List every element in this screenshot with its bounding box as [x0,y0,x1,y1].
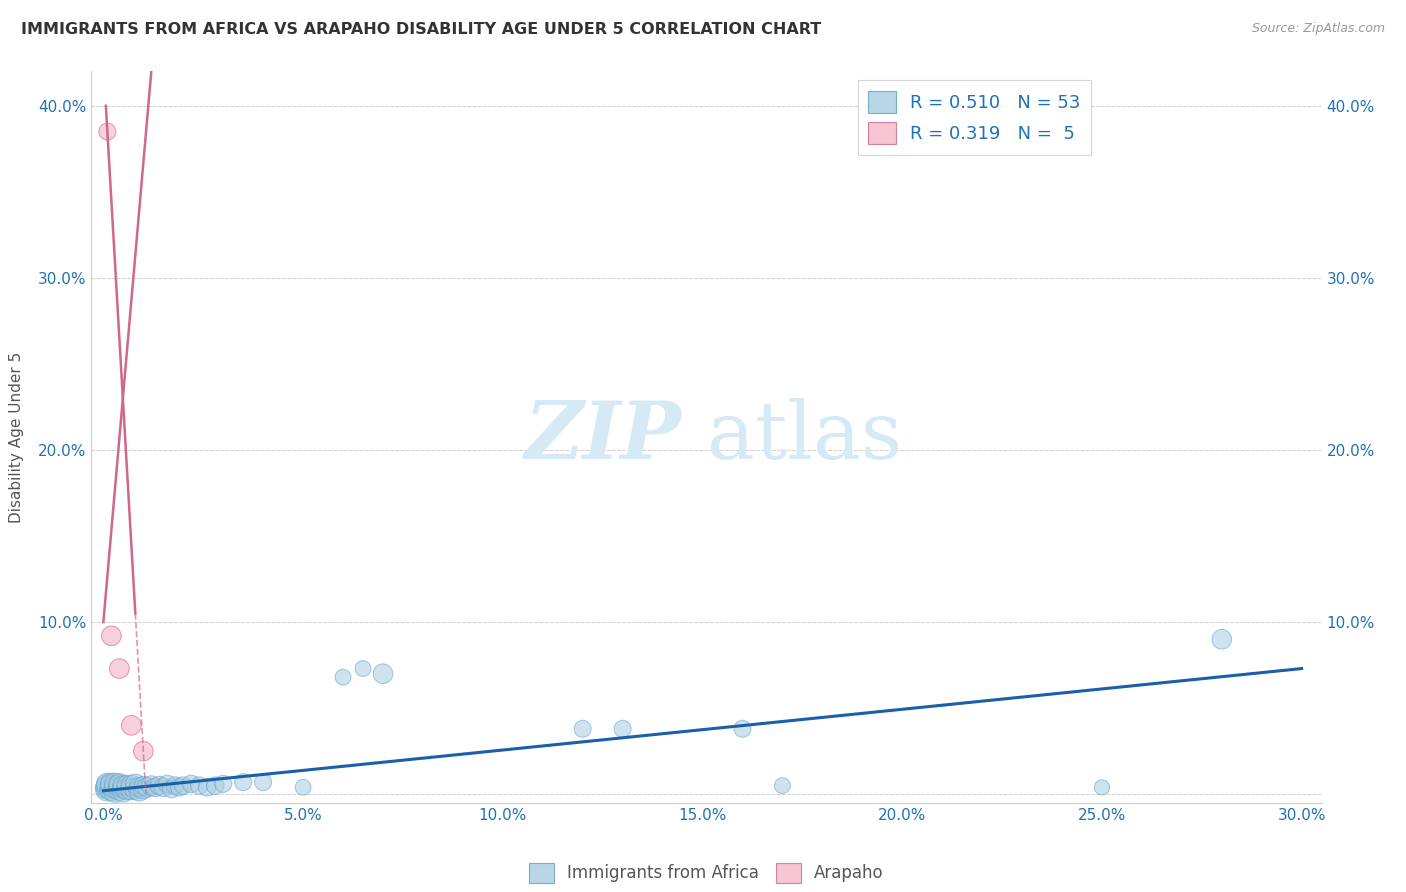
Y-axis label: Disability Age Under 5: Disability Age Under 5 [10,351,24,523]
Point [1211,632,1233,647]
Point [731,722,754,736]
Point [172,779,194,793]
Point [132,782,155,797]
Point [108,779,131,793]
Point [124,782,146,797]
Point [120,782,142,797]
Point [117,782,139,797]
Point [108,777,131,791]
Point [104,783,127,797]
Point [96,125,118,139]
Point [152,780,174,795]
Point [252,775,274,789]
Point [96,779,118,793]
Point [332,670,354,684]
Point [132,779,155,793]
Point [112,780,135,795]
Point [141,779,163,793]
Point [132,744,155,758]
Point [104,780,127,795]
Point [100,629,122,643]
Point [120,779,142,793]
Point [148,779,170,793]
Point [108,782,131,797]
Point [770,779,793,793]
Text: atlas: atlas [706,398,901,476]
Point [104,777,127,791]
Point [292,780,315,795]
Point [128,783,150,797]
Point [232,775,254,789]
Point [124,777,146,791]
Point [188,779,211,793]
Point [96,780,118,795]
Point [128,780,150,795]
Point [204,779,226,793]
Point [143,780,166,795]
Point [160,782,183,797]
Point [100,777,122,791]
Point [1091,780,1114,795]
Point [612,722,634,736]
Text: ZIP: ZIP [524,399,682,475]
Point [112,779,135,793]
Point [96,777,118,791]
Point [100,779,122,793]
Point [117,779,139,793]
Point [371,666,394,681]
Text: Source: ZipAtlas.com: Source: ZipAtlas.com [1251,22,1385,36]
Point [352,662,374,676]
Point [169,780,191,795]
Point [212,777,235,791]
Point [136,780,159,795]
Point [112,783,135,797]
Point [180,777,202,791]
Point [165,779,187,793]
Point [108,662,131,676]
Point [120,718,142,732]
Text: IMMIGRANTS FROM AFRICA VS ARAPAHO DISABILITY AGE UNDER 5 CORRELATION CHART: IMMIGRANTS FROM AFRICA VS ARAPAHO DISABI… [21,22,821,37]
Point [195,780,218,795]
Point [100,782,122,797]
Point [96,782,118,797]
Legend: Immigrants from Africa, Arapaho: Immigrants from Africa, Arapaho [523,856,890,889]
Point [156,777,179,791]
Point [571,722,593,736]
